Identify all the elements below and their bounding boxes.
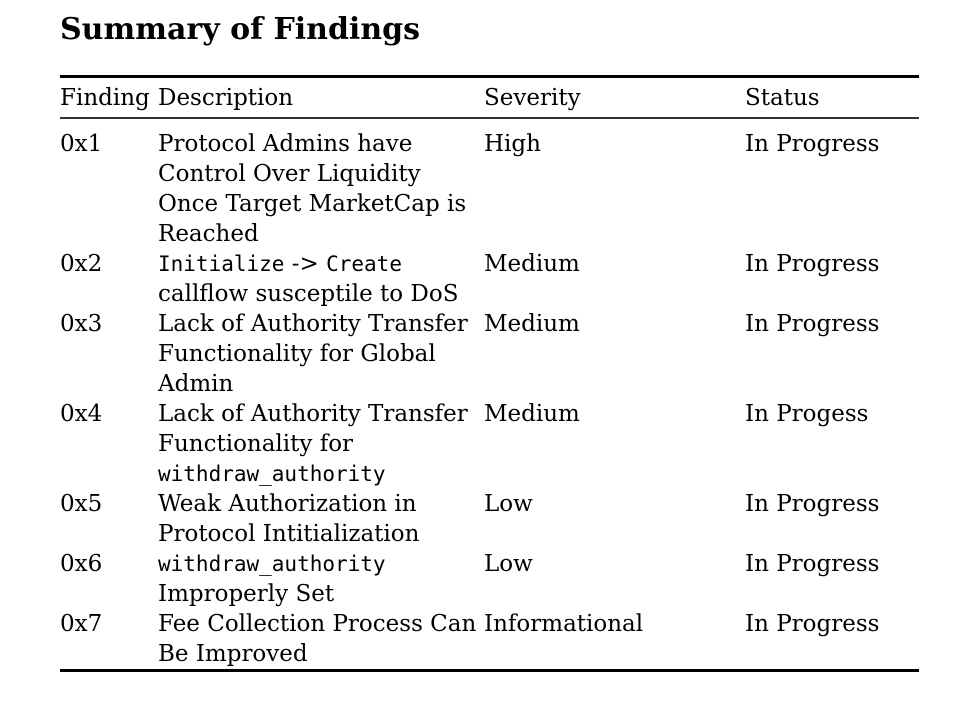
column-header-description: Description xyxy=(158,76,484,119)
description-line: withdraw_authority xyxy=(158,459,484,489)
finding-id-cell: 0x1 xyxy=(60,131,103,157)
status-cell: In Progress xyxy=(745,491,880,517)
plain-text: Weak Authorization in xyxy=(158,491,417,517)
status-cell: In Progress xyxy=(745,311,880,337)
table-row: 0x3 Lack of Authority Transfer Functionali… xyxy=(60,309,919,399)
plain-text: Admin xyxy=(158,371,234,397)
column-header-status: Status xyxy=(745,76,919,119)
description-line: callflow susceptile to DoS xyxy=(158,279,484,309)
description-line: withdraw_authority xyxy=(158,549,484,579)
plain-text: Improperly Set xyxy=(158,581,335,607)
description-line: Once Target MarketCap is xyxy=(158,189,484,219)
findings-table: Finding Description Severity Status 0x1 P… xyxy=(60,75,919,672)
status-cell: In Progress xyxy=(745,131,880,157)
description-cell: withdraw_authority Improperly Set xyxy=(158,549,484,609)
code-text: withdraw_authority xyxy=(158,552,386,576)
plain-text: Reached xyxy=(158,221,259,247)
description-cell: Protocol Admins have Control Over Liquidi… xyxy=(158,118,484,249)
plain-text: Once Target MarketCap is xyxy=(158,191,467,217)
status-cell: In Progess xyxy=(745,401,869,427)
description-line: Lack of Authority Transfer xyxy=(158,399,484,429)
severity-cell: Informational xyxy=(484,611,644,637)
description-line: Reached xyxy=(158,219,484,249)
table-row: 0x6 withdraw_authority Improperly Set Low In… xyxy=(60,549,919,609)
column-header-severity: Severity xyxy=(484,76,745,119)
table-row: 0x2 Initialize -> Create callflow suscepti… xyxy=(60,249,919,309)
description-line: Initialize -> Create xyxy=(158,249,484,279)
description-line: Protocol Admins have xyxy=(158,129,484,159)
severity-cell: Medium xyxy=(484,311,580,337)
severity-cell: High xyxy=(484,131,541,157)
plain-text: Functionality for xyxy=(158,431,354,457)
table-row: 0x1 Protocol Admins have Control Over Liqu… xyxy=(60,118,919,249)
finding-id-cell: 0x6 xyxy=(60,551,103,577)
code-text: Create xyxy=(326,252,402,276)
description-cell: Lack of Authority Transfer Functionality … xyxy=(158,399,484,489)
severity-cell: Low xyxy=(484,551,533,577)
plain-text: Fee Collection Process Can xyxy=(158,611,477,637)
description-line: Protocol Intitialization xyxy=(158,519,484,549)
plain-text: Protocol Admins have xyxy=(158,131,413,157)
description-line: Admin xyxy=(158,369,484,399)
description-line: Be Improved xyxy=(158,639,484,669)
status-cell: In Progress xyxy=(745,551,880,577)
description-line: Weak Authorization in xyxy=(158,489,484,519)
page-title: Summary of Findings xyxy=(60,12,420,47)
description-cell: Lack of Authority Transfer Functionality … xyxy=(158,309,484,399)
finding-id-cell: 0x4 xyxy=(60,401,103,427)
severity-cell: Medium xyxy=(484,251,580,277)
description-line: Control Over Liquidity xyxy=(158,159,484,189)
plain-text: Be Improved xyxy=(158,641,308,667)
description-cell: Weak Authorization in Protocol Intitializ… xyxy=(158,489,484,549)
status-cell: In Progress xyxy=(745,251,880,277)
code-text: withdraw_authority xyxy=(158,462,386,486)
plain-text: Functionality for Global xyxy=(158,341,436,367)
plain-text: Lack of Authority Transfer xyxy=(158,401,468,427)
table-row: 0x5 Weak Authorization in Protocol Intitia… xyxy=(60,489,919,549)
code-text: Initialize xyxy=(158,252,285,276)
finding-id-cell: 0x2 xyxy=(60,251,103,277)
severity-cell: Low xyxy=(484,491,533,517)
plain-text: callflow susceptile to DoS xyxy=(158,281,459,307)
plain-text: Control Over Liquidity xyxy=(158,161,421,187)
description-line: Improperly Set xyxy=(158,579,484,609)
description-line: Functionality for Global xyxy=(158,339,484,369)
description-line: Lack of Authority Transfer xyxy=(158,309,484,339)
description-cell: Fee Collection Process Can Be Improved xyxy=(158,609,484,671)
plain-text: Lack of Authority Transfer xyxy=(158,311,468,337)
plain-text: -> xyxy=(284,251,327,277)
table-row: 0x7 Fee Collection Process Can Be Improved… xyxy=(60,609,919,671)
description-cell: Initialize -> Create callflow susceptile … xyxy=(158,249,484,309)
table-body: 0x1 Protocol Admins have Control Over Liqu… xyxy=(60,118,919,671)
table-header-row: Finding Description Severity Status xyxy=(60,76,919,119)
finding-id-cell: 0x7 xyxy=(60,611,103,637)
description-line: Fee Collection Process Can xyxy=(158,609,484,639)
description-line: Functionality for xyxy=(158,429,484,459)
status-cell: In Progress xyxy=(745,611,880,637)
finding-id-cell: 0x3 xyxy=(60,311,103,337)
table-row: 0x4 Lack of Authority Transfer Functionali… xyxy=(60,399,919,489)
finding-id-cell: 0x5 xyxy=(60,491,103,517)
column-header-finding: Finding xyxy=(60,76,158,119)
severity-cell: Medium xyxy=(484,401,580,427)
plain-text: Protocol Intitialization xyxy=(158,521,420,547)
